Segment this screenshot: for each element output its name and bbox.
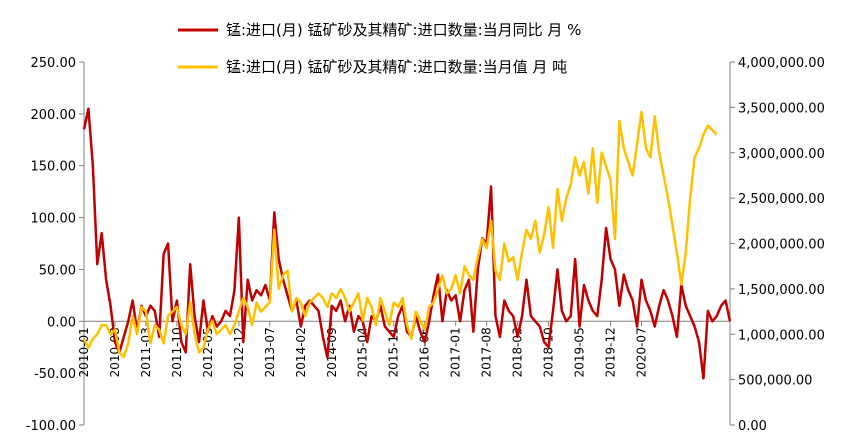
y-right-tick-label: 500,000.00 bbox=[738, 374, 812, 389]
x-tick-label: 2017-08 bbox=[480, 327, 494, 377]
y-left-tick-label: 150.00 bbox=[31, 160, 77, 175]
x-tick-label: 2010-01 bbox=[77, 327, 91, 377]
x-tick-label: 2016-06 bbox=[418, 327, 432, 377]
y-right-tick-label: 2,500,000.00 bbox=[738, 192, 825, 207]
y-left-tick-label: 0.00 bbox=[47, 315, 76, 330]
x-tick-label: 2017-01 bbox=[449, 327, 463, 377]
series-line-volume bbox=[82, 110, 718, 359]
y-right-tick-label: 3,500,000.00 bbox=[738, 101, 825, 116]
x-tick-label: 2020-07 bbox=[635, 327, 649, 377]
y-right-tick-label: 3,000,000.00 bbox=[738, 147, 825, 162]
legend-label-yoy: 锰:进口(月) 锰矿砂及其精矿:进口数量:当月同比 月 % bbox=[226, 21, 581, 39]
y-left-tick-label: 200.00 bbox=[31, 108, 77, 123]
axes: 250.00 200.00 150.00 100.00 50.00 0.00 -50.00 -… bbox=[26, 56, 825, 434]
legend: 锰:进口(月) 锰矿砂及其精矿:进口数量:当月同比 月 % 锰:进口(月) 锰矿… bbox=[178, 21, 581, 76]
y-left-tick-label: -50.00 bbox=[34, 367, 76, 382]
y-right-tick-label: 1,500,000.00 bbox=[738, 283, 825, 298]
y-left-tick-label: 100.00 bbox=[31, 212, 77, 227]
x-tick-label: 2011-03 bbox=[139, 327, 153, 377]
y-right-tick-label: 0.00 bbox=[738, 419, 767, 434]
x-tick-label: 2019-12 bbox=[604, 327, 618, 377]
x-tick-label: 2014-02 bbox=[294, 327, 308, 377]
y-right-tick-label: 2,000,000.00 bbox=[738, 238, 825, 253]
x-tick-label: 2018-10 bbox=[542, 327, 556, 377]
series-lines bbox=[82, 107, 732, 380]
legend-label-volume: 锰:进口(月) 锰矿砂及其精矿:进口数量:当月值 月 吨 bbox=[226, 58, 567, 76]
y-left-tick-label: 250.00 bbox=[31, 56, 77, 71]
x-tick-label: 2010-08 bbox=[108, 327, 122, 377]
x-tick-label: 2015-11 bbox=[387, 327, 401, 377]
y-right-tick-label: 1,000,000.00 bbox=[738, 328, 825, 343]
x-tick-label: 2018-03 bbox=[511, 327, 525, 377]
y-left-tick-label: -100.00 bbox=[26, 419, 76, 434]
y-left-tick-label: 50.00 bbox=[39, 263, 76, 278]
y-right-tick-label: 4,000,000.00 bbox=[738, 56, 825, 71]
x-tick-label: 2013-07 bbox=[263, 327, 277, 377]
series-line-yoy bbox=[82, 107, 732, 380]
x-tick-label: 2019-05 bbox=[573, 327, 587, 377]
